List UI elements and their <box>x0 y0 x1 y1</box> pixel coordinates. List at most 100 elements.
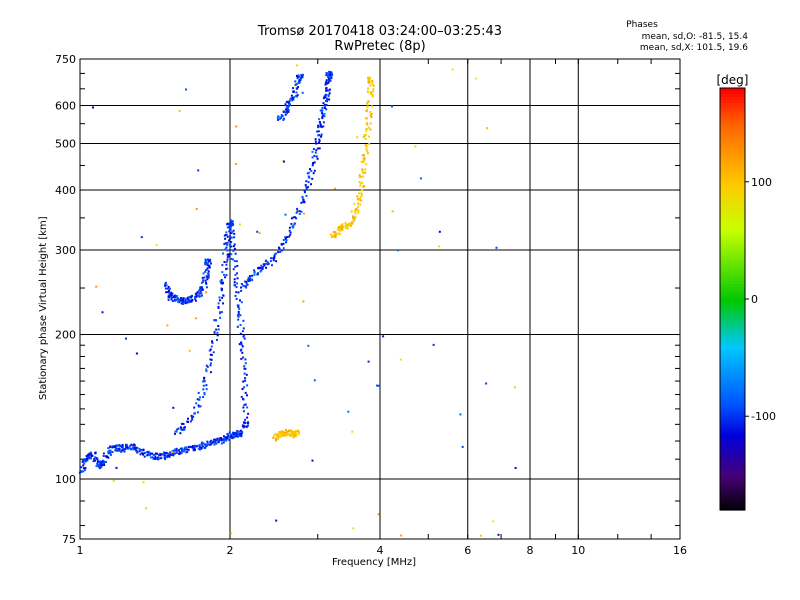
data-point <box>198 448 201 451</box>
data-point <box>206 267 209 270</box>
data-point <box>258 267 261 270</box>
colorbar-band <box>720 283 745 288</box>
data-point <box>225 263 228 266</box>
colorbar-band <box>720 365 745 369</box>
data-point <box>118 449 121 452</box>
data-point <box>371 82 374 85</box>
colorbar-band <box>720 109 745 113</box>
data-point <box>217 306 220 309</box>
data-point <box>300 76 303 79</box>
data-point <box>299 78 302 81</box>
data-point <box>298 210 301 213</box>
data-point <box>173 452 176 455</box>
data-point <box>243 365 246 367</box>
data-point <box>292 97 295 100</box>
data-point <box>185 88 187 91</box>
data-point <box>166 287 169 290</box>
data-point <box>244 379 247 382</box>
colorbar-band <box>720 286 745 291</box>
colorbar-band <box>720 506 745 511</box>
colorbar-band <box>720 250 745 255</box>
data-point <box>475 77 478 80</box>
data-point <box>327 79 330 82</box>
colorbar-band <box>720 395 745 400</box>
colorbar-band <box>720 470 745 475</box>
data-point <box>246 424 249 427</box>
data-point <box>168 455 171 458</box>
data-point <box>285 112 288 115</box>
data-point <box>175 428 178 431</box>
data-point <box>258 232 261 235</box>
data-point <box>169 451 172 454</box>
data-point <box>88 452 91 455</box>
data-point <box>291 99 294 102</box>
data-point <box>240 433 242 435</box>
data-point <box>276 435 279 438</box>
colorbar-band <box>720 308 745 312</box>
data-point <box>168 292 171 295</box>
colorbar-band <box>720 220 745 225</box>
data-point <box>229 219 232 221</box>
data-point <box>150 452 153 455</box>
data-point <box>367 77 370 80</box>
data-point <box>355 207 358 210</box>
data-point <box>495 246 498 249</box>
data-point <box>257 273 260 276</box>
data-point <box>317 141 320 144</box>
data-point <box>169 287 171 290</box>
colorbar-tick-label: -100 <box>751 410 776 423</box>
data-point <box>243 386 246 389</box>
data-point <box>180 301 183 303</box>
data-point <box>196 411 199 414</box>
data-point <box>182 300 184 303</box>
data-point <box>244 362 247 365</box>
data-point <box>148 454 151 457</box>
data-point <box>371 80 374 83</box>
data-point <box>304 191 306 194</box>
data-point <box>210 262 212 265</box>
data-point <box>195 295 197 298</box>
x-tick-label: 10 <box>571 544 585 557</box>
data-point <box>280 430 283 433</box>
colorbar-band <box>720 368 745 372</box>
data-point <box>319 109 322 112</box>
data-point <box>99 464 102 467</box>
data-point <box>282 434 285 437</box>
data-point <box>213 332 216 334</box>
data-point <box>314 138 317 141</box>
data-point <box>372 84 375 87</box>
data-point <box>332 234 335 237</box>
data-point <box>356 136 359 139</box>
data-point <box>208 265 210 268</box>
data-point <box>366 150 369 153</box>
data-point <box>213 440 216 443</box>
data-point <box>202 279 204 282</box>
data-point <box>165 284 168 287</box>
colorbar-band <box>720 371 745 375</box>
data-point <box>260 269 263 272</box>
data-point <box>230 434 233 437</box>
data-point <box>165 291 167 294</box>
data-point <box>234 163 237 166</box>
data-point <box>171 300 174 303</box>
data-point <box>290 94 293 97</box>
data-point <box>284 237 287 240</box>
data-point <box>164 458 167 461</box>
data-point <box>217 328 220 331</box>
data-point <box>217 302 220 305</box>
data-point <box>174 432 176 435</box>
data-point <box>115 444 118 447</box>
colorbar-band <box>720 154 745 158</box>
data-point <box>289 231 292 234</box>
data-point <box>291 434 294 437</box>
data-point <box>230 220 232 223</box>
data-point <box>102 455 105 457</box>
colorbar-tick-label: 100 <box>751 176 772 189</box>
data-point <box>438 230 441 233</box>
data-point <box>226 258 229 261</box>
data-point <box>168 295 170 298</box>
colorbar-band <box>720 299 745 303</box>
data-point <box>288 229 291 232</box>
colorbar-band <box>720 326 745 330</box>
data-point <box>162 451 165 454</box>
